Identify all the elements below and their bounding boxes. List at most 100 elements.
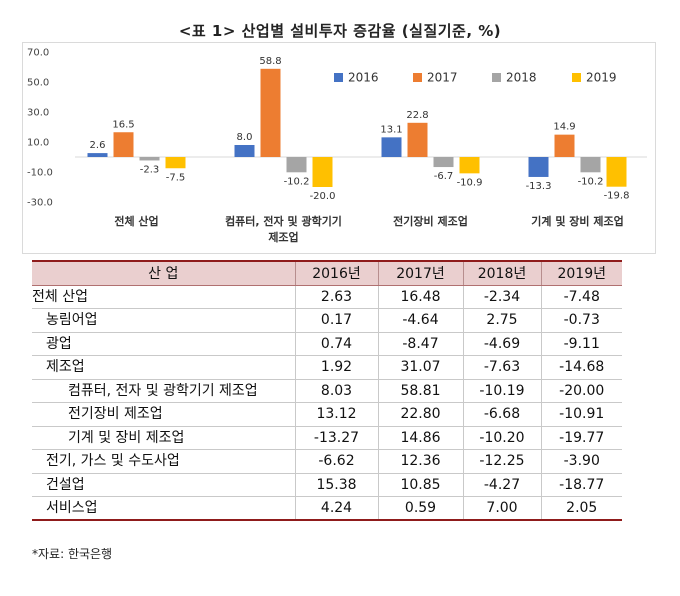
cell-value-2018년: -10.19 (462, 378, 541, 403)
bar-2018-4 (580, 157, 601, 173)
cell-value-2019년: -10.91 (540, 402, 622, 426)
table-row: 전기장비 제조업 13.12 22.80 -6.68 -10.91 (32, 402, 622, 426)
table-row: 기계 및 장비 제조업 -13.27 14.86 -10.20 -19.77 (32, 425, 622, 450)
legend-label: 2016 (348, 71, 379, 85)
bar-chart: 70.0 50.0 30.0 10.0 -10.0 -30.0 2.6 16.5 -2.3 -7.… (22, 42, 656, 254)
table-row: 전체 산업 2.63 16.48 -2.34 -7.48 (32, 284, 622, 309)
bar-2017-1 (113, 132, 134, 157)
cell-value-2016년: 0.74 (294, 331, 378, 356)
data-label: 2.6 (90, 140, 106, 151)
y-tick-label: 70.0 (27, 48, 49, 59)
cell-value-2016년: 13.12 (294, 402, 378, 426)
data-label: -19.8 (604, 191, 630, 202)
cell-value-2017년: 14.86 (377, 425, 463, 450)
data-table: 산 업 2016년 2017년 2018년 2019년 전체 산업 2.63 16.… (32, 260, 622, 521)
row-label: 서비스업 (32, 496, 295, 521)
y-tick-label: 50.0 (27, 78, 49, 89)
data-label: -10.9 (457, 177, 483, 188)
data-label: 22.8 (406, 110, 428, 121)
data-label: -6.7 (434, 171, 454, 182)
cell-value-2016년: 4.24 (294, 496, 378, 521)
cell-value-2018년: -7.63 (462, 355, 541, 379)
table-row: 제조업 1.92 31.07 -7.63 -14.68 (32, 355, 622, 379)
bar-2018-1 (139, 157, 160, 161)
data-label: 8.0 (237, 132, 253, 143)
column-header-2019: 2019년 (540, 260, 622, 286)
table-header-row: 산 업 2016년 2017년 2018년 2019년 (32, 260, 622, 286)
source-note: *자료: 한국은행 (32, 547, 113, 561)
y-tick-label: -10.0 (27, 168, 53, 179)
bar-2016-2 (234, 145, 255, 157)
chart-title: <표 1> 산업별 설비투자 증감율 (실질기준, %) (178, 22, 502, 40)
column-header-2017: 2017년 (377, 260, 463, 286)
cell-value-2017년: 58.81 (377, 378, 463, 403)
row-label: 광업 (32, 331, 295, 356)
legend-swatch-2016 (334, 73, 343, 82)
category-label: 기계 및 장비 제조업 (531, 214, 623, 228)
data-label: 14.9 (553, 122, 575, 133)
cell-value-2018년: -6.68 (462, 402, 541, 426)
table-row: 전기, 가스 및 수도사업 -6.62 12.36 -12.25 -3.90 (32, 449, 622, 473)
table-row: 농림어업 0.17 -4.64 2.75 -0.73 (32, 308, 622, 332)
cell-value-2017년: -4.64 (377, 308, 463, 332)
cell-value-2017년: 10.85 (377, 472, 463, 497)
cell-value-2019년: -7.48 (540, 284, 622, 309)
row-label: 기계 및 장비 제조업 (32, 425, 295, 450)
data-label: 58.8 (259, 56, 281, 67)
data-label: -10.2 (578, 176, 604, 187)
cell-value-2018년: -4.27 (462, 472, 541, 497)
data-label: -20.0 (310, 191, 336, 202)
cell-value-2017년: -8.47 (377, 331, 463, 356)
bar-2017-4 (554, 134, 575, 157)
bar-2016-1 (87, 153, 108, 157)
bar-2019-2 (312, 157, 333, 187)
bar-2018-3 (433, 157, 454, 168)
cell-value-2017년: 22.80 (377, 402, 463, 426)
cell-value-2018년: 2.75 (462, 308, 541, 332)
cell-value-2019년: 2.05 (540, 496, 622, 521)
legend-swatch-2017 (413, 73, 422, 82)
cell-value-2019년: -20.00 (540, 378, 622, 403)
bar-2019-3 (459, 157, 480, 174)
column-header-2018: 2018년 (462, 260, 541, 286)
cell-value-2017년: 0.59 (377, 496, 463, 521)
cell-value-2018년: 7.00 (462, 496, 541, 521)
bar-2017-2 (260, 68, 281, 157)
cell-value-2018년: -12.25 (462, 449, 541, 473)
y-tick-label: -30.0 (27, 198, 53, 209)
cell-value-2016년: -13.27 (294, 425, 378, 450)
data-label: -13.3 (526, 181, 552, 192)
category-label: 전체 산업 (114, 214, 158, 228)
table-row: 컴퓨터, 전자 및 광학기기 제조업 8.03 58.81 -10.19 -20.00 (32, 378, 622, 403)
cell-value-2019년: -0.73 (540, 308, 622, 332)
row-label: 컴퓨터, 전자 및 광학기기 제조업 (32, 378, 295, 403)
data-label: -10.2 (284, 176, 310, 187)
cell-value-2017년: 31.07 (377, 355, 463, 379)
row-label: 전체 산업 (32, 284, 295, 309)
bar-2018-2 (286, 157, 307, 173)
cell-value-2016년: 2.63 (294, 284, 378, 309)
column-header-2016: 2016년 (294, 260, 378, 286)
column-header-industry: 산 업 (32, 260, 295, 286)
row-label: 전기, 가스 및 수도사업 (32, 449, 295, 473)
cell-value-2019년: -9.11 (540, 331, 622, 356)
legend-label: 2017 (427, 71, 458, 85)
cell-value-2019년: -19.77 (540, 425, 622, 450)
y-tick-label: 10.0 (27, 138, 49, 149)
table-row: 건설업 15.38 10.85 -4.27 -18.77 (32, 472, 622, 497)
row-label: 농림어업 (32, 308, 295, 332)
cell-value-2019년: -3.90 (540, 449, 622, 473)
data-label: 16.5 (112, 119, 134, 130)
data-label: -2.3 (140, 164, 160, 175)
category-label: 전기장비 제조업 (393, 214, 468, 228)
cell-value-2016년: 8.03 (294, 378, 378, 403)
legend-label: 2018 (506, 71, 537, 85)
data-label: -7.5 (166, 172, 186, 183)
chart-canvas: 70.0 50.0 30.0 10.0 -10.0 -30.0 2.6 16.5 -2.3 -7.… (27, 48, 647, 244)
cell-value-2017년: 12.36 (377, 449, 463, 473)
bar-2016-4 (528, 157, 549, 177)
cell-value-2016년: 1.92 (294, 355, 378, 379)
y-tick-label: 30.0 (27, 108, 49, 119)
cell-value-2018년: -2.34 (462, 284, 541, 309)
row-label: 제조업 (32, 355, 295, 379)
